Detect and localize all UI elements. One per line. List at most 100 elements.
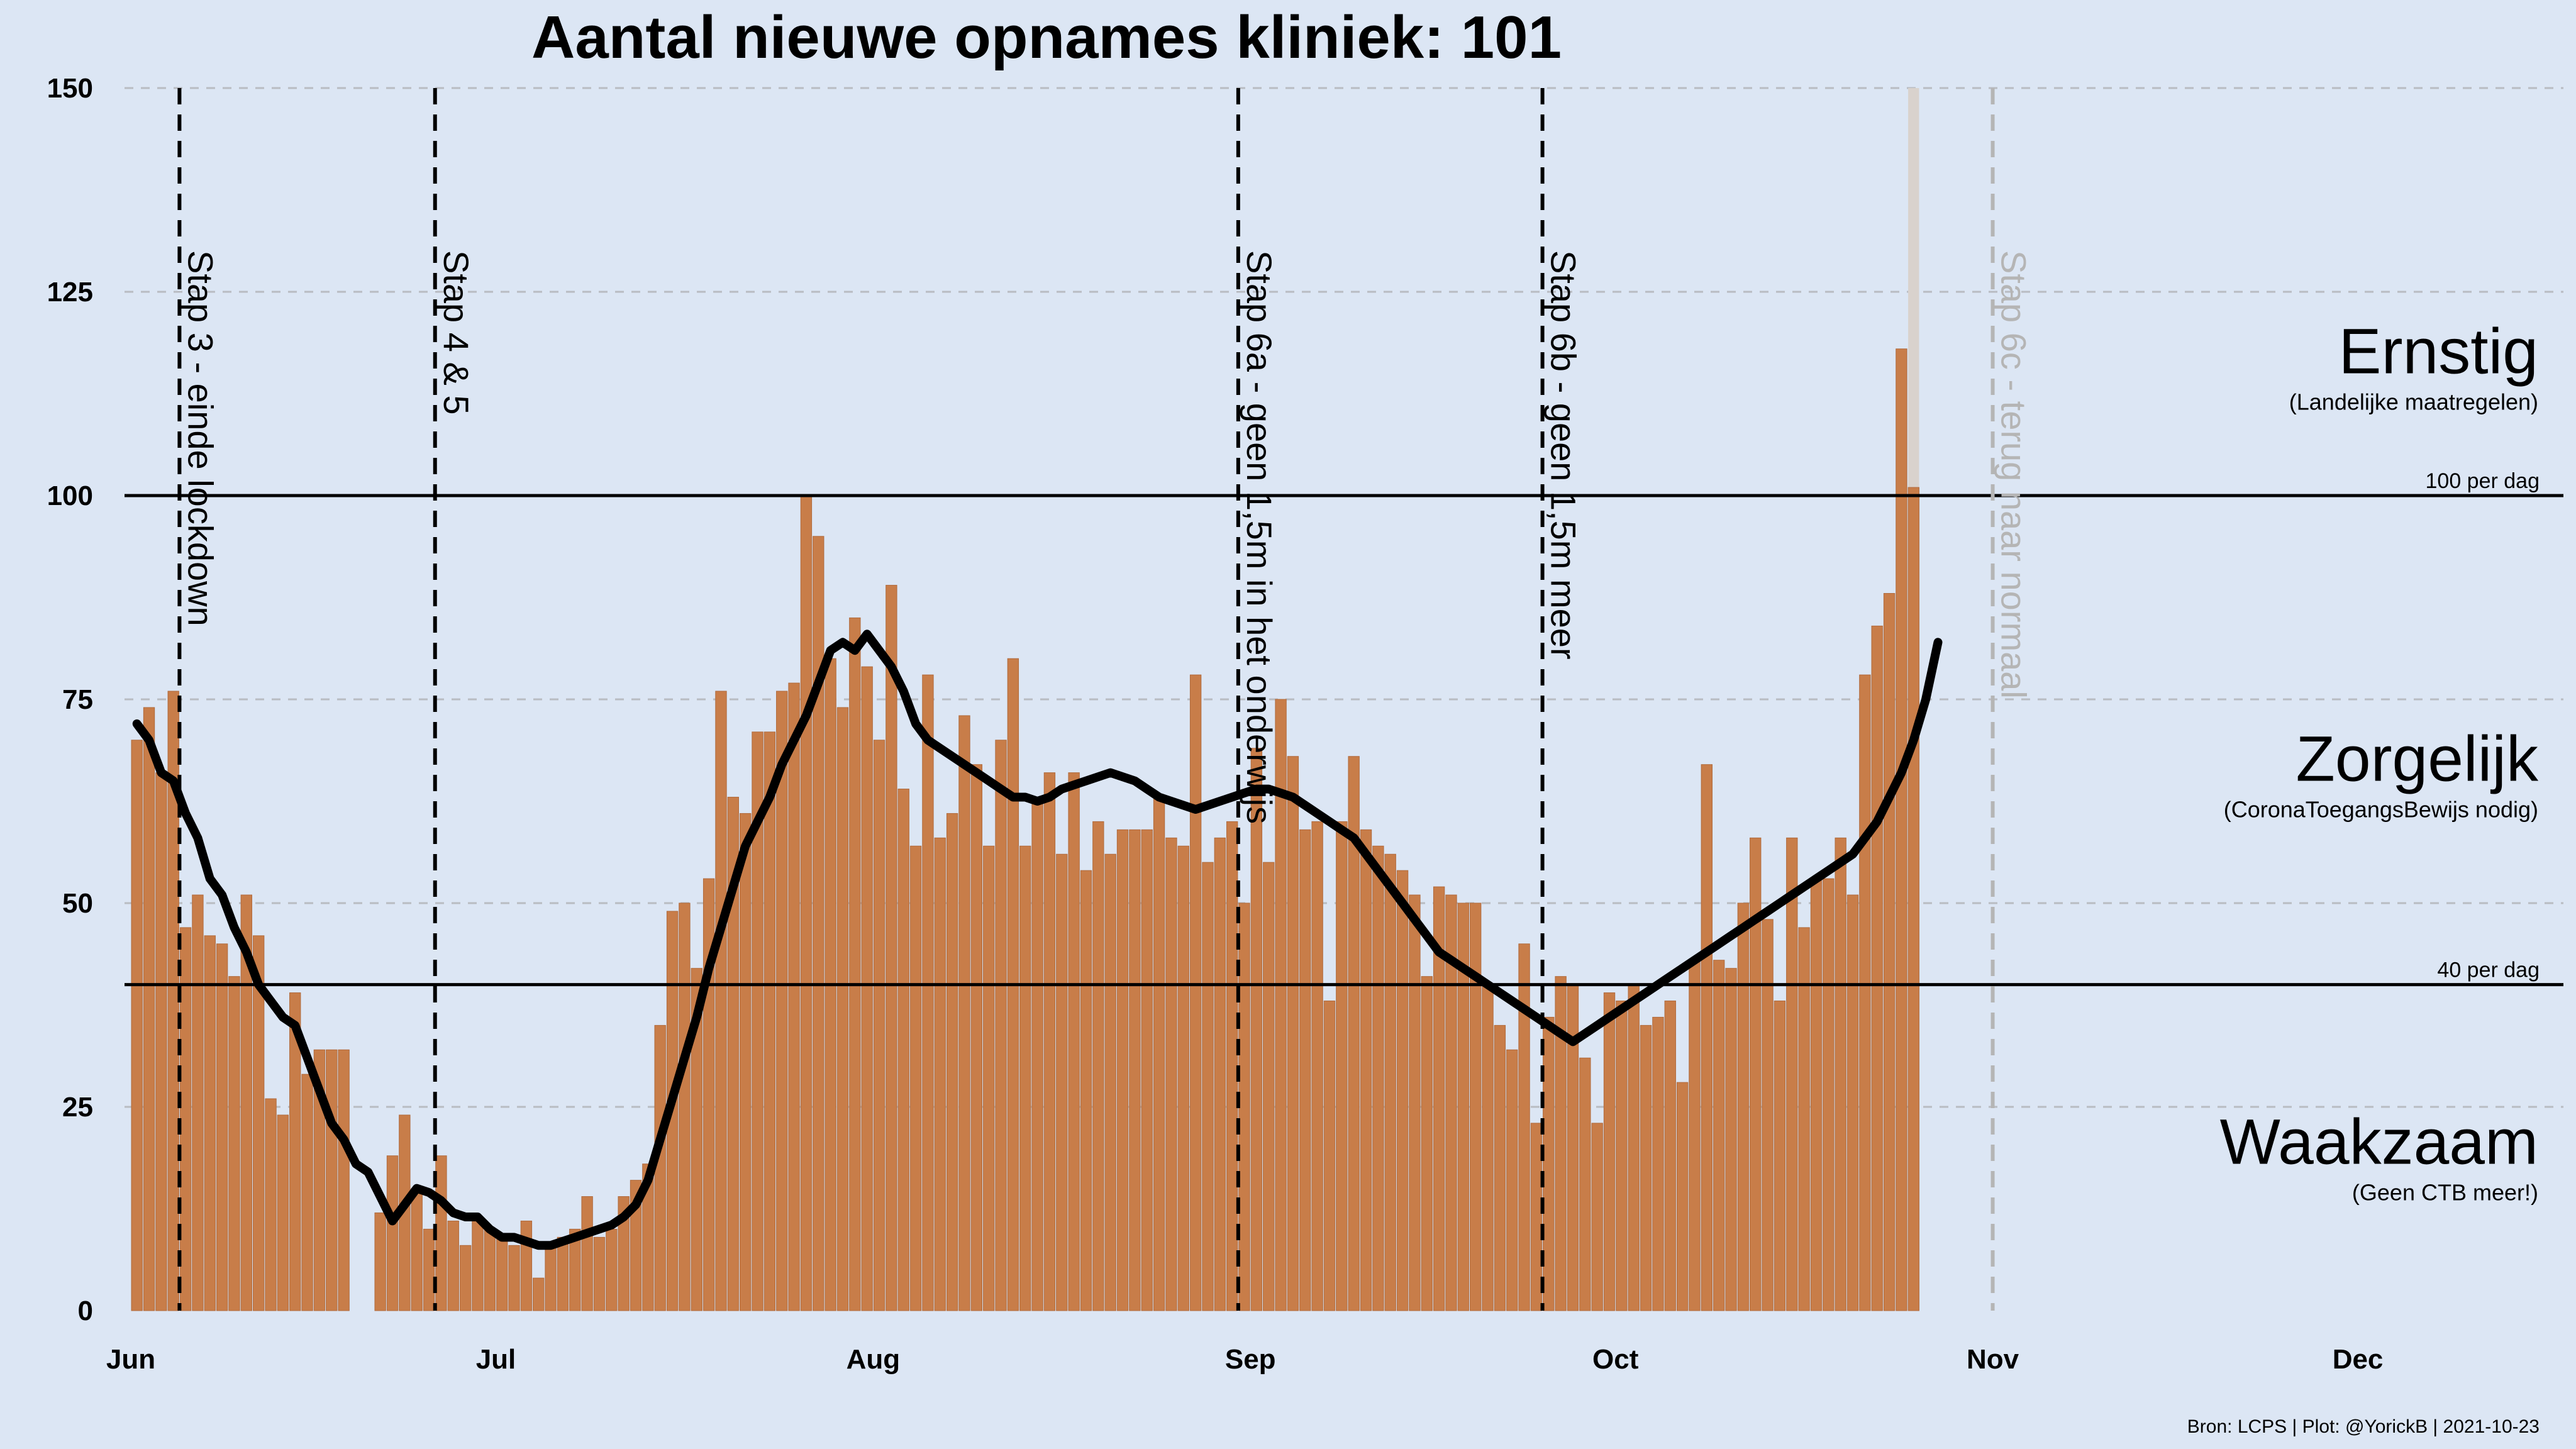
bar bbox=[1591, 1123, 1603, 1311]
bar bbox=[909, 845, 922, 1311]
bar bbox=[1068, 772, 1080, 1311]
bar bbox=[1883, 593, 1896, 1311]
bar bbox=[1043, 772, 1056, 1311]
bar bbox=[1226, 821, 1238, 1311]
bar bbox=[1907, 487, 1919, 1311]
bar bbox=[1116, 829, 1129, 1311]
bar bbox=[1238, 902, 1250, 1311]
bar bbox=[1506, 1049, 1518, 1311]
bar bbox=[836, 707, 849, 1311]
bar bbox=[1409, 894, 1421, 1311]
bar bbox=[1871, 625, 1883, 1311]
bar bbox=[813, 536, 824, 1311]
bar bbox=[776, 691, 788, 1311]
bar bbox=[1323, 1001, 1336, 1311]
bar bbox=[1457, 902, 1469, 1311]
zone-labels: Ernstig(Landelijke maatregelen) Zorgelijk… bbox=[2220, 316, 2539, 1206]
bar bbox=[1470, 902, 1482, 1311]
bar bbox=[679, 902, 691, 1311]
bar bbox=[1603, 992, 1616, 1311]
bar bbox=[1482, 984, 1494, 1311]
bar bbox=[423, 1228, 435, 1311]
bar bbox=[1287, 756, 1299, 1311]
bar bbox=[1141, 829, 1153, 1311]
bar bbox=[192, 894, 204, 1311]
bar bbox=[788, 682, 800, 1311]
x-tick-label: Dec bbox=[2333, 1344, 2384, 1375]
bar bbox=[1823, 878, 1835, 1311]
axes: 0 25 50 75 100 125 150 Jun Jul Aug Sep Oct Nov Dec bbox=[47, 73, 2384, 1375]
moving-average-line bbox=[132, 630, 1943, 1250]
bar bbox=[1189, 674, 1202, 1311]
bar bbox=[1056, 853, 1068, 1311]
bar bbox=[1263, 862, 1275, 1311]
y-tick-label: 0 bbox=[78, 1296, 93, 1326]
bar bbox=[1543, 1016, 1555, 1311]
y-tick-label: 75 bbox=[62, 684, 93, 715]
bar bbox=[411, 1188, 423, 1311]
bar bbox=[1445, 894, 1457, 1311]
bar bbox=[1372, 845, 1384, 1311]
bar bbox=[897, 789, 909, 1311]
bar bbox=[435, 1155, 447, 1311]
bar bbox=[1567, 984, 1579, 1311]
bar bbox=[240, 894, 252, 1311]
bar bbox=[1275, 699, 1287, 1311]
bar bbox=[618, 1196, 630, 1311]
event-label: Stap 6c - terug naar normaal bbox=[1994, 250, 2034, 699]
bar bbox=[1494, 1024, 1506, 1311]
bar bbox=[1737, 902, 1750, 1311]
bar bbox=[654, 1024, 666, 1311]
bar bbox=[873, 740, 886, 1311]
bar bbox=[1798, 927, 1810, 1311]
event-markers: Stap 3 - einde lockdown Stap 4 & 5 Stap 6a… bbox=[177, 88, 2034, 1311]
bar bbox=[1896, 348, 1907, 1311]
bar bbox=[1835, 837, 1846, 1311]
chart-title: Aantal nieuwe opnames kliniek: 101 bbox=[531, 4, 1562, 71]
x-tick-label: Jun bbox=[106, 1344, 155, 1375]
bar bbox=[1555, 976, 1567, 1311]
bar bbox=[204, 935, 216, 1311]
bar bbox=[143, 707, 155, 1311]
bar bbox=[1859, 674, 1871, 1311]
bar bbox=[1360, 829, 1372, 1311]
bar bbox=[508, 1245, 520, 1311]
bar bbox=[374, 1212, 386, 1311]
bar bbox=[1214, 837, 1226, 1311]
bar bbox=[533, 1277, 545, 1311]
bar bbox=[131, 740, 143, 1311]
bar bbox=[1725, 968, 1737, 1311]
bar bbox=[1421, 976, 1433, 1311]
bar bbox=[496, 1236, 508, 1311]
zone-subtitle: (Geen CTB meer!) bbox=[2352, 1180, 2538, 1206]
bar bbox=[1750, 837, 1762, 1311]
event-label: Stap 6a - geen 1,5m in het onderwijs bbox=[1240, 250, 1279, 824]
bar bbox=[557, 1236, 569, 1311]
bar bbox=[484, 1228, 496, 1311]
bar bbox=[1250, 748, 1263, 1311]
bar bbox=[606, 1228, 618, 1311]
bar bbox=[1311, 821, 1323, 1311]
y-tick-label: 50 bbox=[62, 888, 93, 919]
bar bbox=[849, 617, 861, 1311]
bar bbox=[1640, 1024, 1652, 1311]
moving-average-path bbox=[132, 630, 1943, 1250]
y-tick-label: 100 bbox=[47, 480, 93, 511]
bar bbox=[447, 1220, 459, 1311]
bar bbox=[1628, 984, 1640, 1311]
bar bbox=[289, 992, 301, 1311]
bar bbox=[1713, 960, 1725, 1311]
threshold-lines: 100 per dag 40 per dag bbox=[125, 469, 2563, 987]
bar bbox=[1153, 797, 1165, 1311]
bar bbox=[1530, 1123, 1543, 1311]
bar bbox=[958, 715, 970, 1311]
bar bbox=[1384, 853, 1396, 1311]
bar bbox=[216, 943, 228, 1311]
bar bbox=[1846, 894, 1859, 1311]
bar bbox=[1348, 756, 1360, 1311]
event-label: Stap 6b - geen 1,5m meer bbox=[1544, 250, 1584, 660]
zone-name: Waakzaam bbox=[2220, 1106, 2538, 1178]
bar bbox=[642, 1163, 654, 1311]
bar bbox=[1676, 1082, 1689, 1311]
bar bbox=[545, 1245, 557, 1311]
